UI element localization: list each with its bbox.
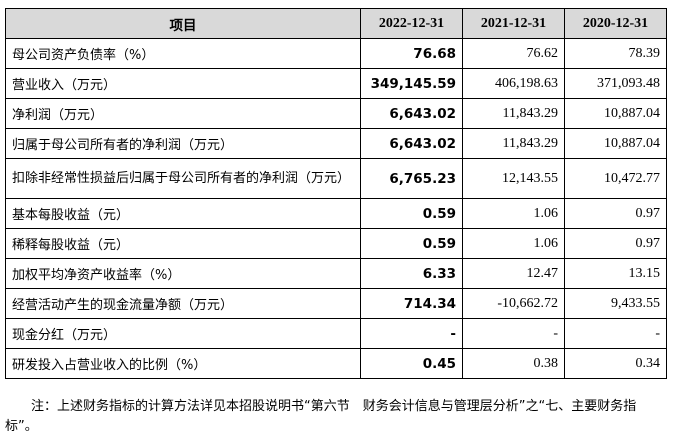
- row-label: 经营活动产生的现金流量净额（万元）: [5, 288, 361, 319]
- table-row: 净利润（万元） 6,643.02 11,843.29 10,887.04: [5, 98, 667, 129]
- cell-2022: 76.68: [360, 38, 463, 69]
- header-2021: 2021-12-31: [462, 8, 565, 39]
- cell-2020: 78.39: [564, 38, 667, 69]
- cell-2022: 0.59: [360, 198, 463, 229]
- row-label: 现金分红（万元）: [5, 318, 361, 349]
- cell-2022: -: [360, 318, 463, 349]
- cell-2020: 371,093.48: [564, 68, 667, 99]
- table-row: 基本每股收益（元） 0.59 1.06 0.97: [5, 198, 667, 229]
- header-2020: 2020-12-31: [564, 8, 667, 39]
- cell-2022: 6,643.02: [360, 128, 463, 159]
- cell-2020: 10,887.04: [564, 128, 667, 159]
- cell-2020: 10,472.77: [564, 158, 667, 199]
- table-row: 稀释每股收益（元） 0.59 1.06 0.97: [5, 228, 667, 259]
- row-label: 母公司资产负债率（%）: [5, 38, 361, 69]
- cell-2022: 0.45: [360, 348, 463, 379]
- row-label: 稀释每股收益（元）: [5, 228, 361, 259]
- header-2022: 2022-12-31: [360, 8, 463, 39]
- table-header-row: 项目 2022-12-31 2021-12-31 2020-12-31: [5, 8, 667, 39]
- table-row: 母公司资产负债率（%） 76.68 76.62 78.39: [5, 38, 667, 69]
- header-item: 项目: [5, 8, 361, 39]
- table-row: 加权平均净资产收益率（%） 6.33 12.47 13.15: [5, 258, 667, 289]
- cell-2020: 10,887.04: [564, 98, 667, 129]
- cell-2020: -: [564, 318, 667, 349]
- cell-2021: 406,198.63: [462, 68, 565, 99]
- cell-2021: 11,843.29: [462, 128, 565, 159]
- row-label: 扣除非经常性损益后归属于母公司所有者的净利润（万元）: [5, 158, 361, 199]
- cell-2022: 714.34: [360, 288, 463, 319]
- table-row: 归属于母公司所有者的净利润（万元） 6,643.02 11,843.29 10,…: [5, 128, 667, 159]
- cell-2021: 1.06: [462, 228, 565, 259]
- cell-2022: 6.33: [360, 258, 463, 289]
- table-row: 现金分红（万元） - - -: [5, 318, 667, 349]
- footnote: 注：上述财务指标的计算方法详见本招股说明书“第六节 财务会计信息与管理层分析”之…: [5, 399, 637, 434]
- table-row: 营业收入（万元） 349,145.59 406,198.63 371,093.4…: [5, 68, 667, 99]
- cell-2020: 0.97: [564, 228, 667, 259]
- cell-2022: 6,765.23: [360, 158, 463, 199]
- cell-2020: 13.15: [564, 258, 667, 289]
- cell-2021: 11,843.29: [462, 98, 565, 129]
- table-row: 扣除非经常性损益后归属于母公司所有者的净利润（万元） 6,765.23 12,1…: [5, 158, 667, 199]
- table-row: 研发投入占营业收入的比例（%） 0.45 0.38 0.34: [5, 348, 667, 379]
- cell-2021: 76.62: [462, 38, 565, 69]
- cell-2022: 6,643.02: [360, 98, 463, 129]
- cell-2020: 0.97: [564, 198, 667, 229]
- cell-2021: 12,143.55: [462, 158, 565, 199]
- cell-2021: 1.06: [462, 198, 565, 229]
- cell-2020: 9,433.55: [564, 288, 667, 319]
- cell-2021: 12.47: [462, 258, 565, 289]
- cell-2021: -: [462, 318, 565, 349]
- cell-2022: 0.59: [360, 228, 463, 259]
- cell-2021: -10,662.72: [462, 288, 565, 319]
- row-label: 基本每股收益（元）: [5, 198, 361, 229]
- financial-indicators-table: 项目 2022-12-31 2021-12-31 2020-12-31 母公司资…: [5, 8, 667, 379]
- cell-2022: 349,145.59: [360, 68, 463, 99]
- table-row: 经营活动产生的现金流量净额（万元） 714.34 -10,662.72 9,43…: [5, 288, 667, 319]
- row-label: 加权平均净资产收益率（%）: [5, 258, 361, 289]
- row-label: 归属于母公司所有者的净利润（万元）: [5, 128, 361, 159]
- cell-2020: 0.34: [564, 348, 667, 379]
- row-label: 净利润（万元）: [5, 98, 361, 129]
- row-label: 研发投入占营业收入的比例（%）: [5, 348, 361, 379]
- row-label: 营业收入（万元）: [5, 68, 361, 99]
- cell-2021: 0.38: [462, 348, 565, 379]
